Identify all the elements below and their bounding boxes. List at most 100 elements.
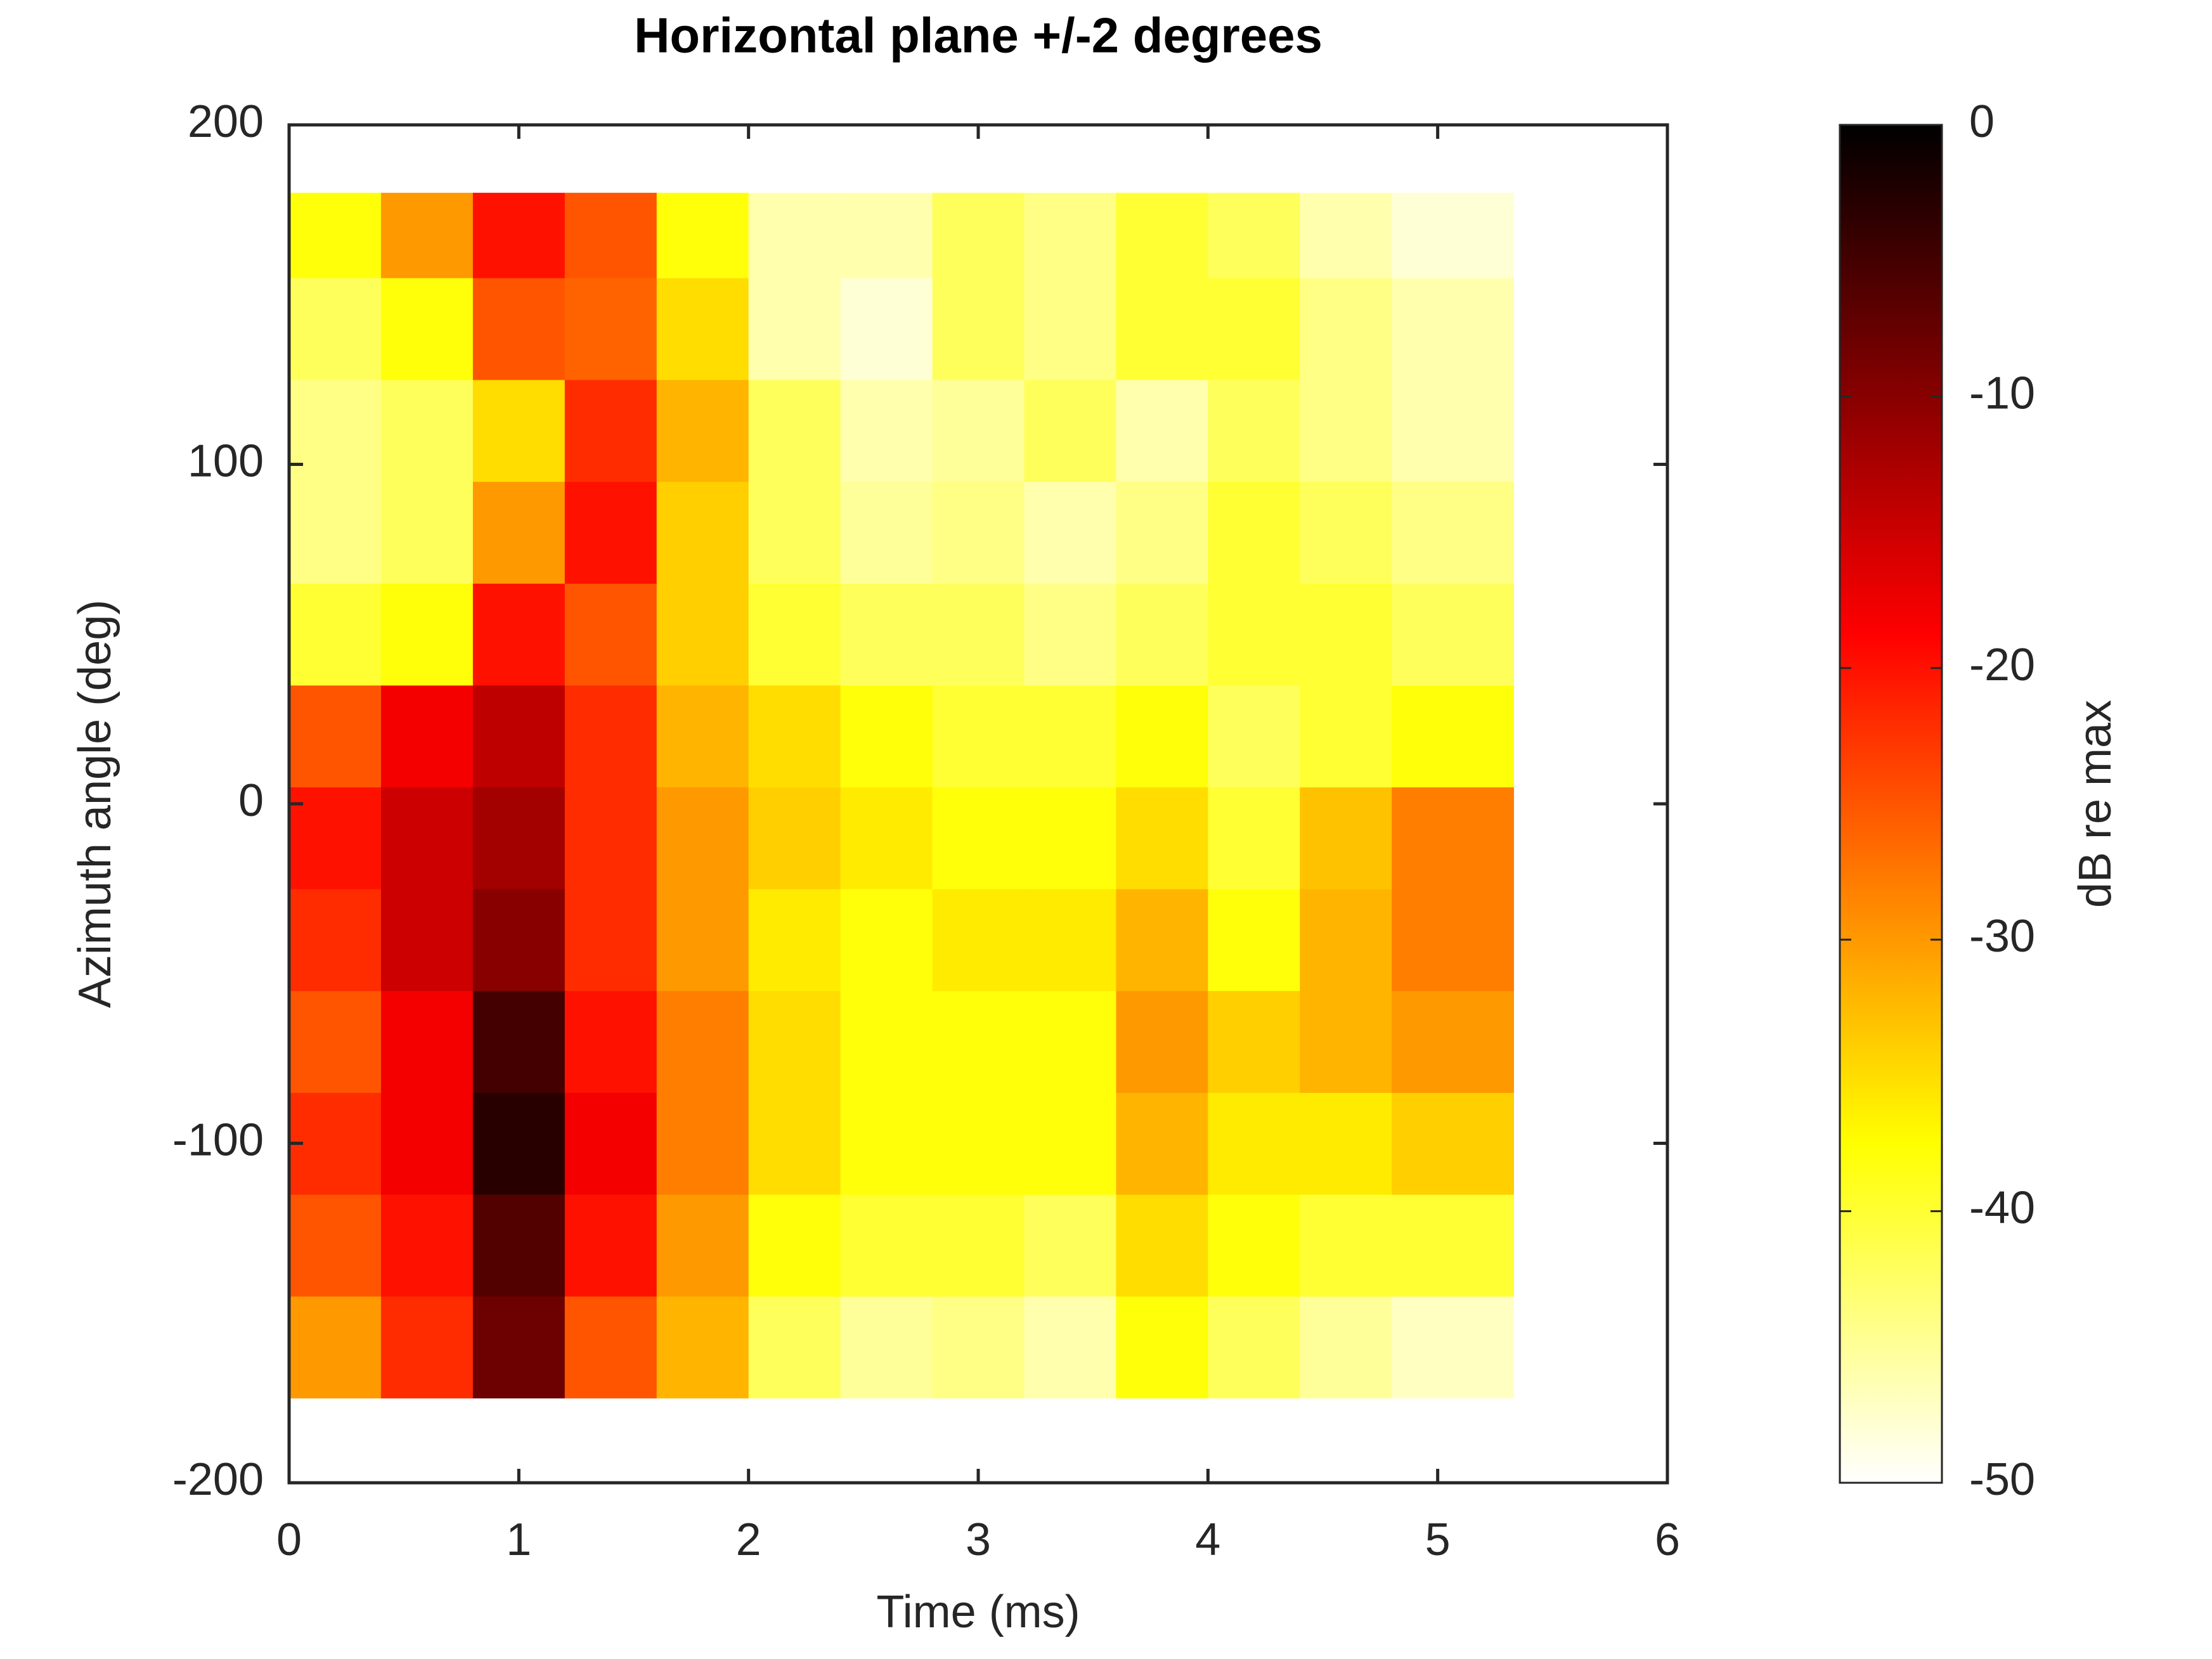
heatmap-cell [656, 481, 749, 584]
heatmap-cell [1116, 583, 1209, 686]
heatmap-cell [840, 888, 933, 991]
x-tick-label: 4 [1195, 1514, 1220, 1565]
heatmap-cell [1300, 787, 1392, 889]
heatmap-cell [1392, 193, 1515, 278]
heatmap-cell [656, 583, 749, 686]
heatmap-cell [932, 1092, 1025, 1195]
heatmap-cell [1208, 583, 1301, 686]
x-tick-label: 1 [506, 1514, 531, 1565]
heatmap-cell [472, 379, 566, 482]
heatmap-cell [289, 1092, 382, 1195]
heatmap-cell [380, 277, 474, 380]
colorbar-tick-label: -30 [1969, 911, 2035, 962]
plot-frame [287, 123, 1669, 1485]
heatmap-cell [1208, 1092, 1301, 1195]
heatmap-cell [1300, 583, 1392, 686]
heatmap-cell [564, 481, 657, 584]
heatmap-cell [656, 277, 749, 380]
heatmap-cell [472, 1092, 566, 1195]
heatmap-cell [380, 990, 474, 1093]
colorbar-tick-label: 0 [1969, 96, 1995, 147]
heatmap-cell [289, 888, 382, 991]
heatmap-cell [1116, 1092, 1209, 1195]
heatmap-cell [840, 481, 933, 584]
heatmap-cell [656, 1296, 749, 1398]
heatmap-cell [289, 277, 382, 380]
heatmap-cell [1208, 990, 1301, 1093]
heatmap-cell [1392, 685, 1515, 788]
heatmap-cell [1300, 685, 1392, 788]
heatmap-cell [840, 1194, 933, 1297]
heatmap-cell [564, 1092, 657, 1195]
heatmap-cell [1024, 379, 1117, 482]
heatmap-cell [932, 1296, 1025, 1398]
heatmap-cell [1300, 888, 1392, 991]
heatmap-cell [1024, 1194, 1117, 1297]
heatmap-cell [1024, 888, 1117, 991]
heatmap-cell [289, 379, 382, 482]
heatmap-cell [1116, 990, 1209, 1093]
heatmap-cell [472, 787, 566, 889]
heatmap-cell [932, 583, 1025, 686]
heatmap-cell [840, 685, 933, 788]
heatmap-cell [748, 787, 841, 889]
heatmap-cell [472, 1194, 566, 1297]
heatmap-cell [380, 193, 474, 278]
y-tick-label: -200 [172, 1454, 264, 1505]
heatmap-cell [1116, 787, 1209, 889]
heatmap-cell [840, 1296, 933, 1398]
heatmap-cell [289, 193, 382, 278]
heatmap-cell [1392, 481, 1515, 584]
heatmap-cell [656, 990, 749, 1093]
heatmap-cell [840, 193, 933, 278]
heatmap-cell [1208, 1296, 1301, 1398]
heatmap-cell [564, 1296, 657, 1398]
heatmap-cell [472, 1296, 566, 1398]
x-tick-label: 3 [966, 1514, 991, 1565]
heatmap-cell [1392, 379, 1515, 482]
heatmap-cell [932, 379, 1025, 482]
heatmap-cell [1024, 787, 1117, 889]
heatmap-cell [1116, 277, 1209, 380]
heatmap-cell [1024, 1092, 1117, 1195]
heatmap-cell [1208, 481, 1301, 584]
heatmap-cell [564, 685, 657, 788]
heatmap-cell [1300, 1194, 1392, 1297]
heatmap-cell [289, 583, 382, 686]
heatmap-cell [564, 787, 657, 889]
heatmap-cell [564, 277, 657, 380]
heatmap-cell [380, 1194, 474, 1297]
heatmap-cell [472, 583, 566, 686]
heatmap [289, 193, 1515, 1398]
heatmap-cell [748, 888, 841, 991]
heatmap-cell [1392, 990, 1515, 1093]
x-tick-label: 0 [276, 1514, 302, 1565]
y-tick-label: 0 [238, 775, 264, 826]
heatmap-cell [932, 990, 1025, 1093]
heatmap-cell [289, 787, 382, 889]
heatmap-cell [289, 685, 382, 788]
heatmap-cell [1024, 277, 1117, 380]
heatmap-cell [472, 685, 566, 788]
heatmap-cell [1392, 1296, 1515, 1398]
heatmap-cell [1300, 193, 1392, 278]
heatmap-cell [1208, 888, 1301, 991]
heatmap-cell [656, 1194, 749, 1297]
heatmap-cell [1116, 481, 1209, 584]
heatmap-cell [564, 193, 657, 278]
heatmap-cell [656, 787, 749, 889]
heatmap-cell [1116, 1296, 1209, 1398]
heatmap-cell [1116, 685, 1209, 788]
heatmap-cell [1024, 1296, 1117, 1398]
heatmap-cell [748, 583, 841, 686]
heatmap-cell [932, 277, 1025, 380]
heatmap-cell [1300, 277, 1392, 380]
heatmap-cell [840, 379, 933, 482]
colorbar-tick-label: -10 [1969, 368, 2035, 418]
chart-title: Horizontal plane +/-2 degrees [634, 8, 1323, 63]
heatmap-cell [1392, 787, 1515, 889]
heatmap-cell [656, 888, 749, 991]
heatmap-cell [472, 277, 566, 380]
